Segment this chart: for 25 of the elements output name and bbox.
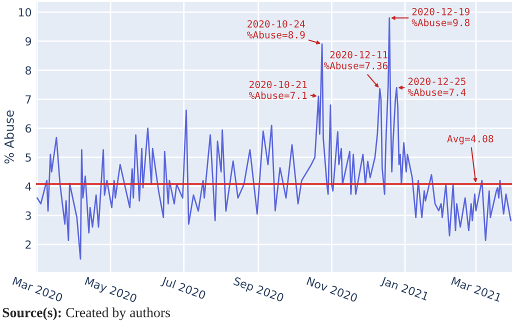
x-tick-label: Jan 2021 [380, 276, 429, 303]
y-tick-label: 6 [26, 124, 32, 133]
y-tick-label: 7 [26, 95, 31, 104]
y-tick-label: 9 [25, 37, 32, 46]
y-axis-title: % Abuse [4, 110, 14, 164]
x-tick-label: May 2020 [84, 276, 138, 305]
y-tick-label: 3 [26, 211, 31, 220]
line-series [36, 17, 512, 260]
x-tick-label: Sep 2020 [232, 276, 284, 304]
annotation: 2020-12-25 %Abuse=7.4 [408, 78, 466, 96]
annotation: 2020-12-11 %Abuse=7.36 [324, 51, 388, 70]
y-tick-label: 2 [26, 240, 31, 249]
source-note: Source(s): Created by authors [2, 308, 170, 320]
annotation: Avg=4.08 [447, 135, 494, 144]
x-tick-label: Jul 2020 [160, 276, 206, 302]
y-tick-label: 5 [26, 153, 31, 162]
x-tick-label: Mar 2021 [451, 276, 502, 302]
annotation: 2020-10-24 %Abuse=8.9 [247, 20, 305, 39]
annotation: 2020-12-19 %Abuse=9.8 [412, 8, 470, 26]
y-tick-label: 10 [18, 8, 32, 17]
annotation: 2020-10-21 %Abuse=7.1 [248, 80, 307, 100]
x-tick-label: Nov 2020 [306, 276, 358, 302]
y-tick-label: 4 [25, 182, 32, 191]
y-tick-label: 8 [26, 66, 32, 75]
x-tick-label: Mar 2020 [12, 276, 64, 302]
